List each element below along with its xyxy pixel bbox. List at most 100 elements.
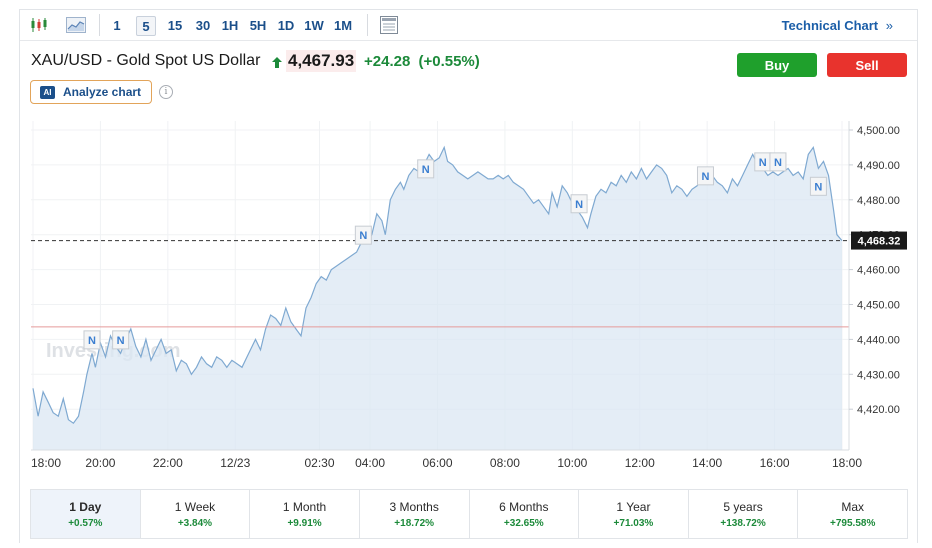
- candlestick-chart-icon[interactable]: [29, 15, 49, 35]
- timeframe-5h[interactable]: 5H: [249, 17, 267, 33]
- chart-toolbar: 1 5 15 30 1H 5H 1D 1W 1M Technical Chart »: [20, 10, 917, 41]
- period-change: +0.57%: [68, 517, 103, 529]
- news-marker-label: N: [759, 157, 767, 169]
- timeframe-1[interactable]: 1: [113, 17, 121, 33]
- news-marker-box: [112, 330, 130, 350]
- period-tab-1-week[interactable]: 1 Week +3.84%: [141, 490, 251, 538]
- x-tick-label: 14:00: [692, 456, 722, 470]
- news-marker-label: N: [88, 335, 96, 347]
- x-tick-label: 22:00: [153, 456, 183, 470]
- ai-icon: AI: [40, 85, 55, 99]
- period-tab-max[interactable]: Max +795.58%: [798, 490, 907, 538]
- news-marker-label: N: [774, 157, 782, 169]
- area-chart-icon[interactable]: [65, 15, 87, 35]
- y-tick-label: 4,460.00: [857, 265, 900, 277]
- analyze-chart-label: Analyze chart: [63, 85, 142, 99]
- period-tab-1-year[interactable]: 1 Year +71.03%: [579, 490, 689, 538]
- news-marker[interactable]: N: [769, 152, 787, 172]
- news-marker[interactable]: N: [754, 152, 772, 172]
- period-label: Max: [841, 499, 865, 514]
- timeframe-5[interactable]: 5: [136, 16, 156, 36]
- technical-chart-link[interactable]: Technical Chart »: [782, 18, 893, 33]
- timeframe-30[interactable]: 30: [195, 17, 211, 33]
- y-tick-label: 4,480.00: [857, 195, 900, 207]
- toolbar-divider: [99, 14, 100, 36]
- period-label: 1 Month: [282, 499, 327, 514]
- price-area-fill: [33, 147, 842, 450]
- period-tab-5-years[interactable]: 5 years +138.72%: [689, 490, 799, 538]
- x-tick-label: 20:00: [85, 456, 115, 470]
- period-label: 1 Year: [616, 499, 651, 514]
- period-tab-1-day[interactable]: 1 Day +0.57%: [31, 490, 141, 538]
- x-tick-label: 06:00: [422, 456, 452, 470]
- timeframe-15[interactable]: 15: [167, 17, 183, 33]
- x-tick-label: 12:00: [625, 456, 655, 470]
- performance-periods: 1 Day +0.57% 1 Week +3.84% 1 Month +9.91% 3 Mo…: [30, 489, 908, 539]
- buy-button[interactable]: Buy: [737, 53, 817, 77]
- current-price-badge: [851, 231, 907, 250]
- news-marker[interactable]: N: [354, 225, 372, 245]
- x-axis-ticks: 18:00 20:00 22:00 12/23 02:30 04:00 06:00 08:00…: [31, 456, 862, 470]
- news-marker-label: N: [117, 335, 125, 347]
- news-marker-label: N: [814, 181, 822, 193]
- period-label: 1 Day: [69, 499, 102, 514]
- news-marker-label: N: [702, 171, 710, 183]
- news-marker[interactable]: N: [809, 176, 827, 196]
- instrument-title: XAU/USD - Gold Spot US Dollar: [31, 52, 261, 69]
- x-tick-label: 10:00: [557, 456, 587, 470]
- current-price-label: 4,468.32: [851, 231, 907, 250]
- last-price: 4,467.93: [286, 50, 357, 72]
- price-change-value: +24.28: [364, 53, 411, 70]
- analyze-chart-button[interactable]: AI Analyze chart: [30, 80, 152, 104]
- period-label: 1 Week: [174, 499, 216, 514]
- y-tick-label: 4,500.00: [857, 125, 900, 137]
- x-tick-label: 18:00: [832, 456, 862, 470]
- y-axis-ticks: 4,500.004,490.004,480.004,470.004,460.00…: [849, 125, 900, 416]
- news-marker-box: [417, 159, 435, 179]
- timeframe-1d[interactable]: 1D: [277, 17, 295, 33]
- news-marker-box: [809, 176, 827, 196]
- news-marker-label: N: [359, 230, 367, 242]
- y-tick-label: 4,490.00: [857, 160, 900, 172]
- news-marker-box: [354, 225, 372, 245]
- timeframe-1w[interactable]: 1W: [304, 17, 324, 33]
- period-tab-6-months[interactable]: 6 Months +32.65%: [470, 490, 580, 538]
- current-price-value: 4,468.32: [858, 236, 901, 248]
- period-change: +18.72%: [394, 517, 435, 529]
- x-tick-label: 02:30: [305, 456, 335, 470]
- info-icon[interactable]: i: [159, 85, 173, 99]
- timeframe-1h[interactable]: 1H: [221, 17, 239, 33]
- timeframe-1m[interactable]: 1M: [333, 17, 353, 33]
- news-marker-box: [83, 330, 101, 350]
- news-marker[interactable]: N: [112, 330, 130, 350]
- x-tick-label: 18:00: [31, 456, 61, 470]
- news-marker[interactable]: N: [417, 159, 435, 179]
- news-marker-box: [696, 166, 714, 186]
- arrow-up-icon: [272, 55, 282, 73]
- period-change: +71.03%: [613, 517, 654, 529]
- period-change: +9.91%: [287, 517, 322, 529]
- sell-button[interactable]: Sell: [827, 53, 907, 77]
- news-marker[interactable]: N: [696, 166, 714, 186]
- x-tick-label: 16:00: [760, 456, 790, 470]
- price-change-percent: (+0.55%): [418, 53, 480, 70]
- double-chevron-right-icon: »: [885, 18, 893, 33]
- x-tick-label: 12/23: [220, 456, 250, 470]
- period-change: +138.72%: [720, 517, 766, 529]
- x-tick-label: 08:00: [490, 456, 520, 470]
- y-tick-label: 4,430.00: [857, 369, 900, 381]
- technical-chart-label: Technical Chart: [781, 18, 879, 33]
- toolbar-divider: [367, 14, 368, 36]
- news-marker[interactable]: N: [83, 330, 101, 350]
- period-label: 6 Months: [499, 499, 549, 514]
- table-view-icon[interactable]: [379, 15, 399, 35]
- y-tick-label: 4,450.00: [857, 300, 900, 312]
- news-marker[interactable]: N: [570, 194, 588, 214]
- y-tick-label: 4,420.00: [857, 404, 900, 416]
- period-tab-3-months[interactable]: 3 Months +18.72%: [360, 490, 470, 538]
- news-marker-box: [570, 194, 588, 214]
- period-tab-1-month[interactable]: 1 Month +9.91%: [250, 490, 360, 538]
- news-marker-label: N: [575, 199, 583, 211]
